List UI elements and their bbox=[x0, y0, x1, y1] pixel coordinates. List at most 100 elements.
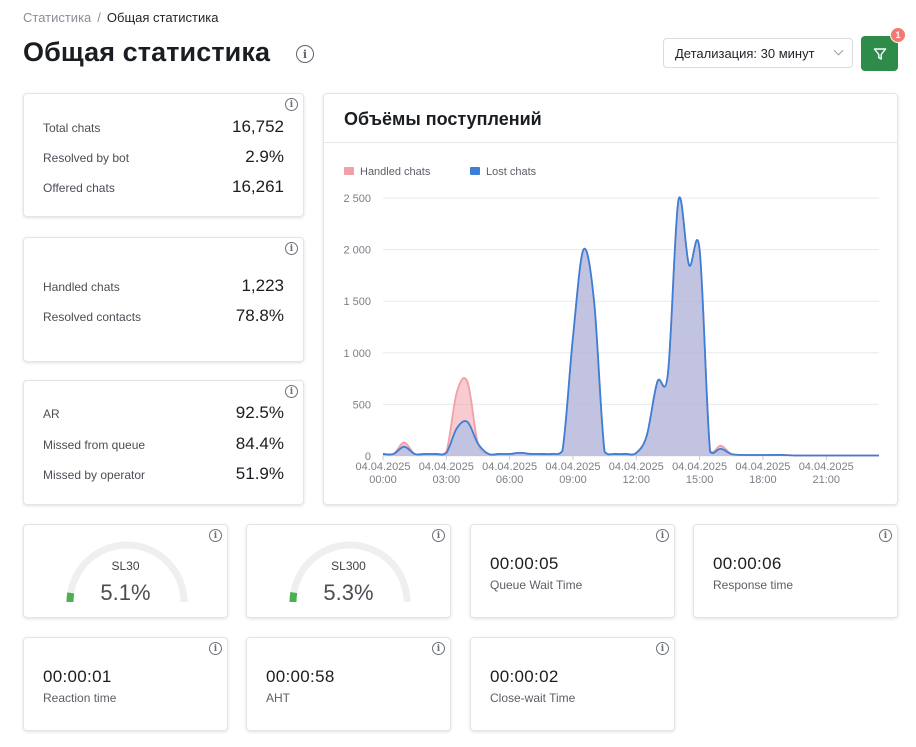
x-tick-label-time: 09:00 bbox=[559, 474, 587, 486]
x-tick-label-date: 04.04.2025 bbox=[609, 461, 664, 473]
info-icon[interactable]: i bbox=[432, 529, 445, 542]
gauge-track bbox=[66, 541, 188, 603]
gauge-fill bbox=[66, 592, 75, 603]
series-area-handled-chats bbox=[383, 197, 879, 456]
breadcrumb-parent-link[interactable]: Статистика bbox=[23, 10, 92, 25]
stat-row-ar: AR 92.5% bbox=[43, 403, 284, 423]
detail-select-value: Детализация: 30 минут bbox=[675, 45, 815, 61]
page-title: Общая статистика bbox=[23, 37, 271, 67]
x-tick-label-time: 12:00 bbox=[623, 474, 651, 486]
gauge-card-sl30: i SL30 5.1% bbox=[23, 524, 228, 618]
stat-label: Total chats bbox=[43, 121, 101, 135]
metric-card-close-wait-time: i 00:00:02 Close-wait Time bbox=[470, 637, 675, 731]
x-tick-label-date: 04.04.2025 bbox=[735, 461, 790, 473]
metric-card-aht: i 00:00:58 AHT bbox=[246, 637, 451, 731]
x-tick-label-time: 06:00 bbox=[496, 474, 524, 486]
y-tick-label: 0 bbox=[365, 451, 371, 463]
chart-card: Объёмы поступлений 0 500 1 000 1 500 2 000 2 … bbox=[323, 93, 898, 505]
info-icon[interactable]: i bbox=[656, 529, 669, 542]
metric-card-queue-wait-time: i 00:00:05 Queue Wait Time bbox=[470, 524, 675, 618]
summary-card-rates: i AR 92.5% Missed from queue 84.4% Misse… bbox=[23, 380, 304, 505]
x-tick-label-date: 04.04.2025 bbox=[799, 461, 854, 473]
stat-value: 2.9% bbox=[245, 147, 284, 166]
metric-label: Reaction time bbox=[43, 691, 117, 705]
x-tick-label-time: 18:00 bbox=[749, 474, 777, 486]
sl300-gauge bbox=[289, 541, 411, 603]
gauge-label: SL300 bbox=[331, 559, 366, 573]
filter-count-badge: 1 bbox=[890, 27, 906, 43]
gauge-track bbox=[289, 541, 411, 603]
gauge-card-sl300: i SL300 5.3% bbox=[246, 524, 451, 618]
stat-value: 16,261 bbox=[232, 177, 284, 196]
metric-value: 00:00:01 bbox=[43, 667, 112, 686]
stat-row-missed-by-operator: Missed by operator 51.9% bbox=[43, 464, 284, 484]
info-icon[interactable]: i bbox=[285, 385, 298, 398]
x-tick-label-time: 15:00 bbox=[686, 474, 714, 486]
detail-select[interactable]: Детализация: 30 минут bbox=[663, 38, 853, 68]
info-icon[interactable]: i bbox=[209, 642, 222, 655]
legend-label: Handled chats bbox=[360, 166, 431, 178]
stat-row-offered-chats: Offered chats 16,261 bbox=[43, 177, 284, 197]
stat-value: 1,223 bbox=[241, 276, 284, 295]
info-icon[interactable]: i bbox=[285, 242, 298, 255]
metric-value: 00:00:06 bbox=[713, 554, 782, 573]
x-tick-label-time: 03:00 bbox=[433, 474, 461, 486]
y-tick-label: 500 bbox=[353, 399, 371, 411]
gauge-value: 5.3% bbox=[323, 580, 374, 605]
metric-value: 00:00:02 bbox=[490, 667, 559, 686]
stat-label: Missed by operator bbox=[43, 468, 146, 482]
breadcrumb: Статистика / Общая статистика bbox=[23, 10, 218, 25]
breadcrumb-current: Общая статистика bbox=[106, 10, 219, 25]
stat-label: AR bbox=[43, 407, 60, 421]
legend-swatch bbox=[344, 167, 354, 175]
x-tick-label-time: 00:00 bbox=[369, 474, 397, 486]
summary-card-totals: i Total chats 16,752 Resolved by bot 2.9… bbox=[23, 93, 304, 217]
metric-value: 00:00:05 bbox=[490, 554, 559, 573]
stat-label: Missed from queue bbox=[43, 438, 146, 452]
series-line-lost-chats bbox=[382, 196, 879, 457]
x-tick-label-time: 21:00 bbox=[812, 474, 840, 486]
info-icon[interactable]: i bbox=[656, 642, 669, 655]
info-icon[interactable]: i bbox=[879, 529, 892, 542]
gauge-label: SL30 bbox=[111, 559, 140, 573]
stat-row-handled-chats: Handled chats 1,223 bbox=[43, 276, 284, 296]
info-icon[interactable]: i bbox=[296, 45, 314, 63]
legend-swatch bbox=[470, 167, 480, 175]
y-tick-label: 1 500 bbox=[343, 296, 371, 308]
divider bbox=[324, 142, 897, 143]
info-icon[interactable]: i bbox=[209, 529, 222, 542]
summary-card-handled: i Handled chats 1,223 Resolved contacts … bbox=[23, 237, 304, 362]
stat-value: 92.5% bbox=[235, 403, 284, 422]
sl30-gauge bbox=[66, 541, 188, 603]
stat-label: Resolved by bot bbox=[43, 151, 130, 165]
stat-label: Offered chats bbox=[43, 181, 115, 195]
info-icon[interactable]: i bbox=[432, 642, 445, 655]
stat-row-resolved-contacts: Resolved contacts 78.8% bbox=[43, 306, 284, 326]
breadcrumb-separator: / bbox=[97, 10, 101, 25]
stat-row-missed-from-queue: Missed from queue 84.4% bbox=[43, 434, 284, 454]
metric-label: Close-wait Time bbox=[490, 691, 576, 705]
stat-value: 84.4% bbox=[235, 434, 284, 453]
filter-icon bbox=[873, 47, 886, 60]
stat-row-resolved-by-bot: Resolved by bot 2.9% bbox=[43, 147, 284, 167]
stat-value: 78.8% bbox=[235, 306, 284, 325]
legend-label: Lost chats bbox=[486, 166, 537, 178]
metric-card-response-time: i 00:00:06 Response time bbox=[693, 524, 898, 618]
stat-value: 51.9% bbox=[235, 464, 284, 483]
metric-card-reaction-time: i 00:00:01 Reaction time bbox=[23, 637, 228, 731]
x-tick-label-date: 04.04.2025 bbox=[672, 461, 727, 473]
x-tick-label-date: 04.04.2025 bbox=[545, 461, 600, 473]
stat-label: Resolved contacts bbox=[43, 310, 142, 324]
y-tick-label: 2 500 bbox=[343, 193, 371, 205]
x-tick-label-date: 04.04.2025 bbox=[419, 461, 474, 473]
filter-button[interactable] bbox=[861, 36, 898, 71]
info-icon[interactable]: i bbox=[285, 98, 298, 111]
x-tick-label-date: 04.04.2025 bbox=[482, 461, 537, 473]
gauge-fill bbox=[289, 591, 298, 603]
metric-label: Response time bbox=[713, 578, 794, 592]
metric-label: AHT bbox=[266, 691, 290, 705]
gauge-value: 5.1% bbox=[100, 580, 151, 605]
x-tick-label-date: 04.04.2025 bbox=[355, 461, 410, 473]
stat-row-total-chats: Total chats 16,752 bbox=[43, 117, 284, 137]
